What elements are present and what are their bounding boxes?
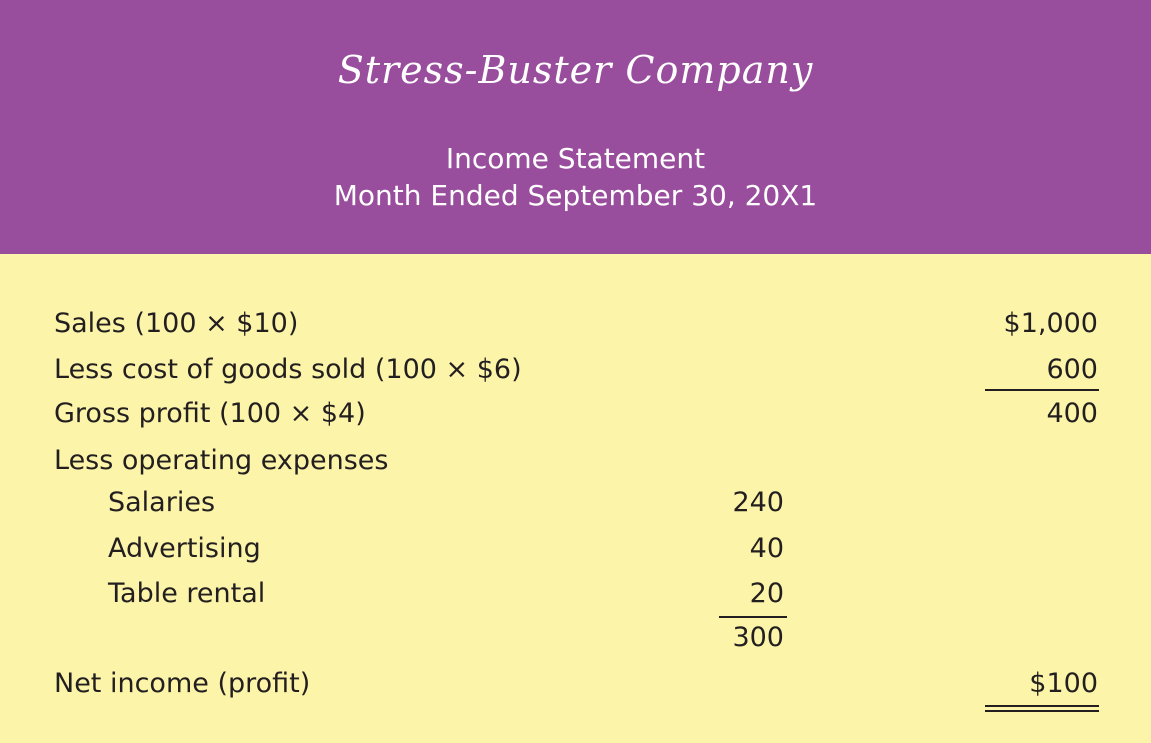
- operating-expenses-row: Less operating expenses: [0, 443, 1151, 483]
- expense-amount: 240: [732, 487, 784, 518]
- expense-row: Table rental 20: [0, 576, 1151, 616]
- expenses-underline: [719, 616, 787, 618]
- net-income-double-underline-top: [985, 705, 1099, 707]
- statement-period: Month Ended September 30, 20X1: [333, 179, 818, 212]
- cogs-row: Less cost of goods sold (100 × $6) 600: [0, 352, 1151, 392]
- expense-amount: 20: [749, 578, 784, 609]
- expense-label: Advertising: [108, 533, 261, 564]
- expenses-total-row: 300: [0, 620, 1151, 660]
- expense-row: Advertising 40: [0, 531, 1151, 571]
- expense-row: Salaries 240: [0, 485, 1151, 525]
- expense-label: Table rental: [108, 578, 266, 609]
- expense-label: Salaries: [108, 487, 216, 518]
- net-income-label: Net income (profit): [54, 668, 311, 699]
- expense-amount: 40: [749, 533, 784, 564]
- expenses-total-amount: 300: [732, 622, 784, 653]
- company-name: Stress-Buster Company: [337, 48, 814, 92]
- income-statement-body: Sales (100 × $10) $1,000 Less cost of go…: [0, 254, 1151, 743]
- cogs-label: Less cost of goods sold (100 × $6): [54, 354, 522, 385]
- gross-profit-label: Gross profit (100 × $4): [54, 398, 366, 429]
- sales-amount: $1,000: [1003, 308, 1098, 339]
- net-income-double-underline-bottom: [985, 710, 1099, 712]
- cogs-amount: 600: [1046, 354, 1098, 385]
- sales-label: Sales (100 × $10): [54, 308, 299, 339]
- sales-row: Sales (100 × $10) $1,000: [0, 306, 1151, 346]
- gross-profit-row: Gross profit (100 × $4) 400: [0, 396, 1151, 436]
- statement-header: Stress-Buster Company Income Statement M…: [0, 0, 1151, 254]
- gross-profit-amount: 400: [1046, 398, 1098, 429]
- operating-expenses-label: Less operating expenses: [54, 445, 389, 476]
- statement-title: Income Statement: [445, 142, 706, 175]
- net-income-row: Net income (profit) $100: [0, 666, 1151, 706]
- net-income-amount: $100: [1029, 668, 1098, 699]
- cogs-underline: [985, 389, 1099, 391]
